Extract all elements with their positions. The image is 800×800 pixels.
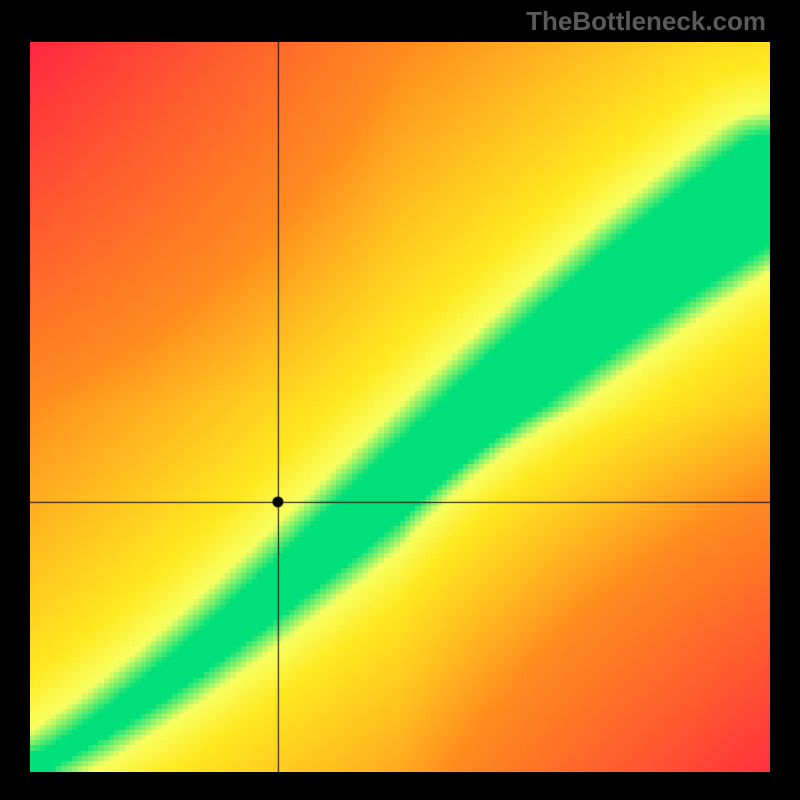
plot-area	[30, 42, 770, 772]
image-container: TheBottleneck.com	[0, 0, 800, 800]
attribution-label: TheBottleneck.com	[526, 6, 766, 37]
crosshair-overlay	[30, 42, 770, 772]
